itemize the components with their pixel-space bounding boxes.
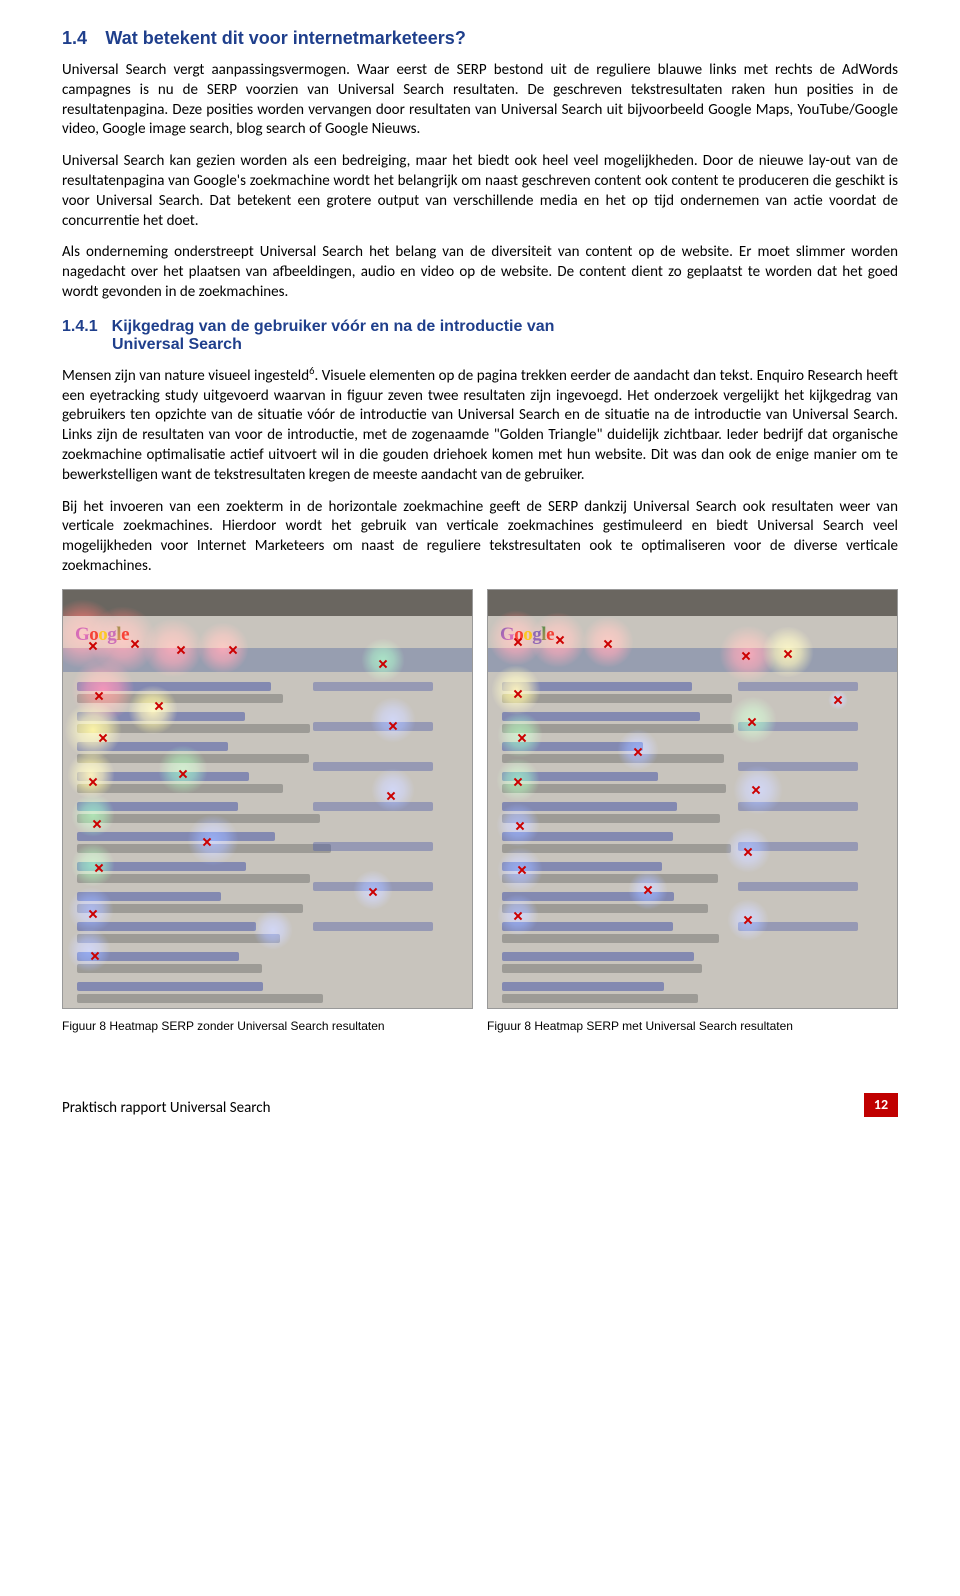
para-1-4-1-b: Bij het invoeren van een zoekterm in de … (62, 498, 898, 577)
figure-right-col: Google Figuur 8 Heatmap SERP met Univers… (487, 589, 898, 1033)
heading-1-4: 1.4 Wat betekent dit voor internetmarket… (62, 28, 898, 49)
figure-left-caption: Figuur 8 Heatmap SERP zonder Universal S… (62, 1019, 473, 1033)
para-1-4-a: Universal Search vergt aanpassingsvermog… (62, 61, 898, 140)
heading-title: Wat betekent dit voor internetmarketeers… (105, 28, 465, 48)
para-1-4-c: Als onderneming onderstreept Universal S… (62, 243, 898, 302)
subheading-title-line1: Kijkgedrag van de gebruiker vóór en na d… (112, 318, 555, 335)
subheading-title-line2: Universal Search (112, 336, 898, 354)
page-number-badge: 12 (864, 1093, 898, 1117)
page-footer: Praktisch rapport Universal Search 12 (62, 1093, 898, 1117)
heatmap-left: Google (62, 589, 473, 1009)
subheading-number: 1.4.1 (62, 318, 98, 335)
para-1-4-1-a: Mensen zijn van nature visueel ingesteld… (62, 364, 898, 486)
para-1-4-b: Universal Search kan gezien worden als e… (62, 152, 898, 231)
heading-number: 1.4 (62, 28, 87, 48)
para-1-4-1-a-pre: Mensen zijn van nature visueel ingesteld (62, 367, 309, 385)
footer-text: Praktisch rapport Universal Search (62, 1099, 271, 1117)
figure-right-caption: Figuur 8 Heatmap SERP met Universal Sear… (487, 1019, 898, 1033)
page-number: 12 (874, 1096, 888, 1113)
heading-1-4-1: 1.4.1 Kijkgedrag van de gebruiker vóór e… (62, 317, 898, 354)
heatmap-right: Google (487, 589, 898, 1009)
figure-row: Google Figuur 8 Heatmap SERP zonder Univ… (62, 589, 898, 1033)
figure-left-col: Google Figuur 8 Heatmap SERP zonder Univ… (62, 589, 473, 1033)
